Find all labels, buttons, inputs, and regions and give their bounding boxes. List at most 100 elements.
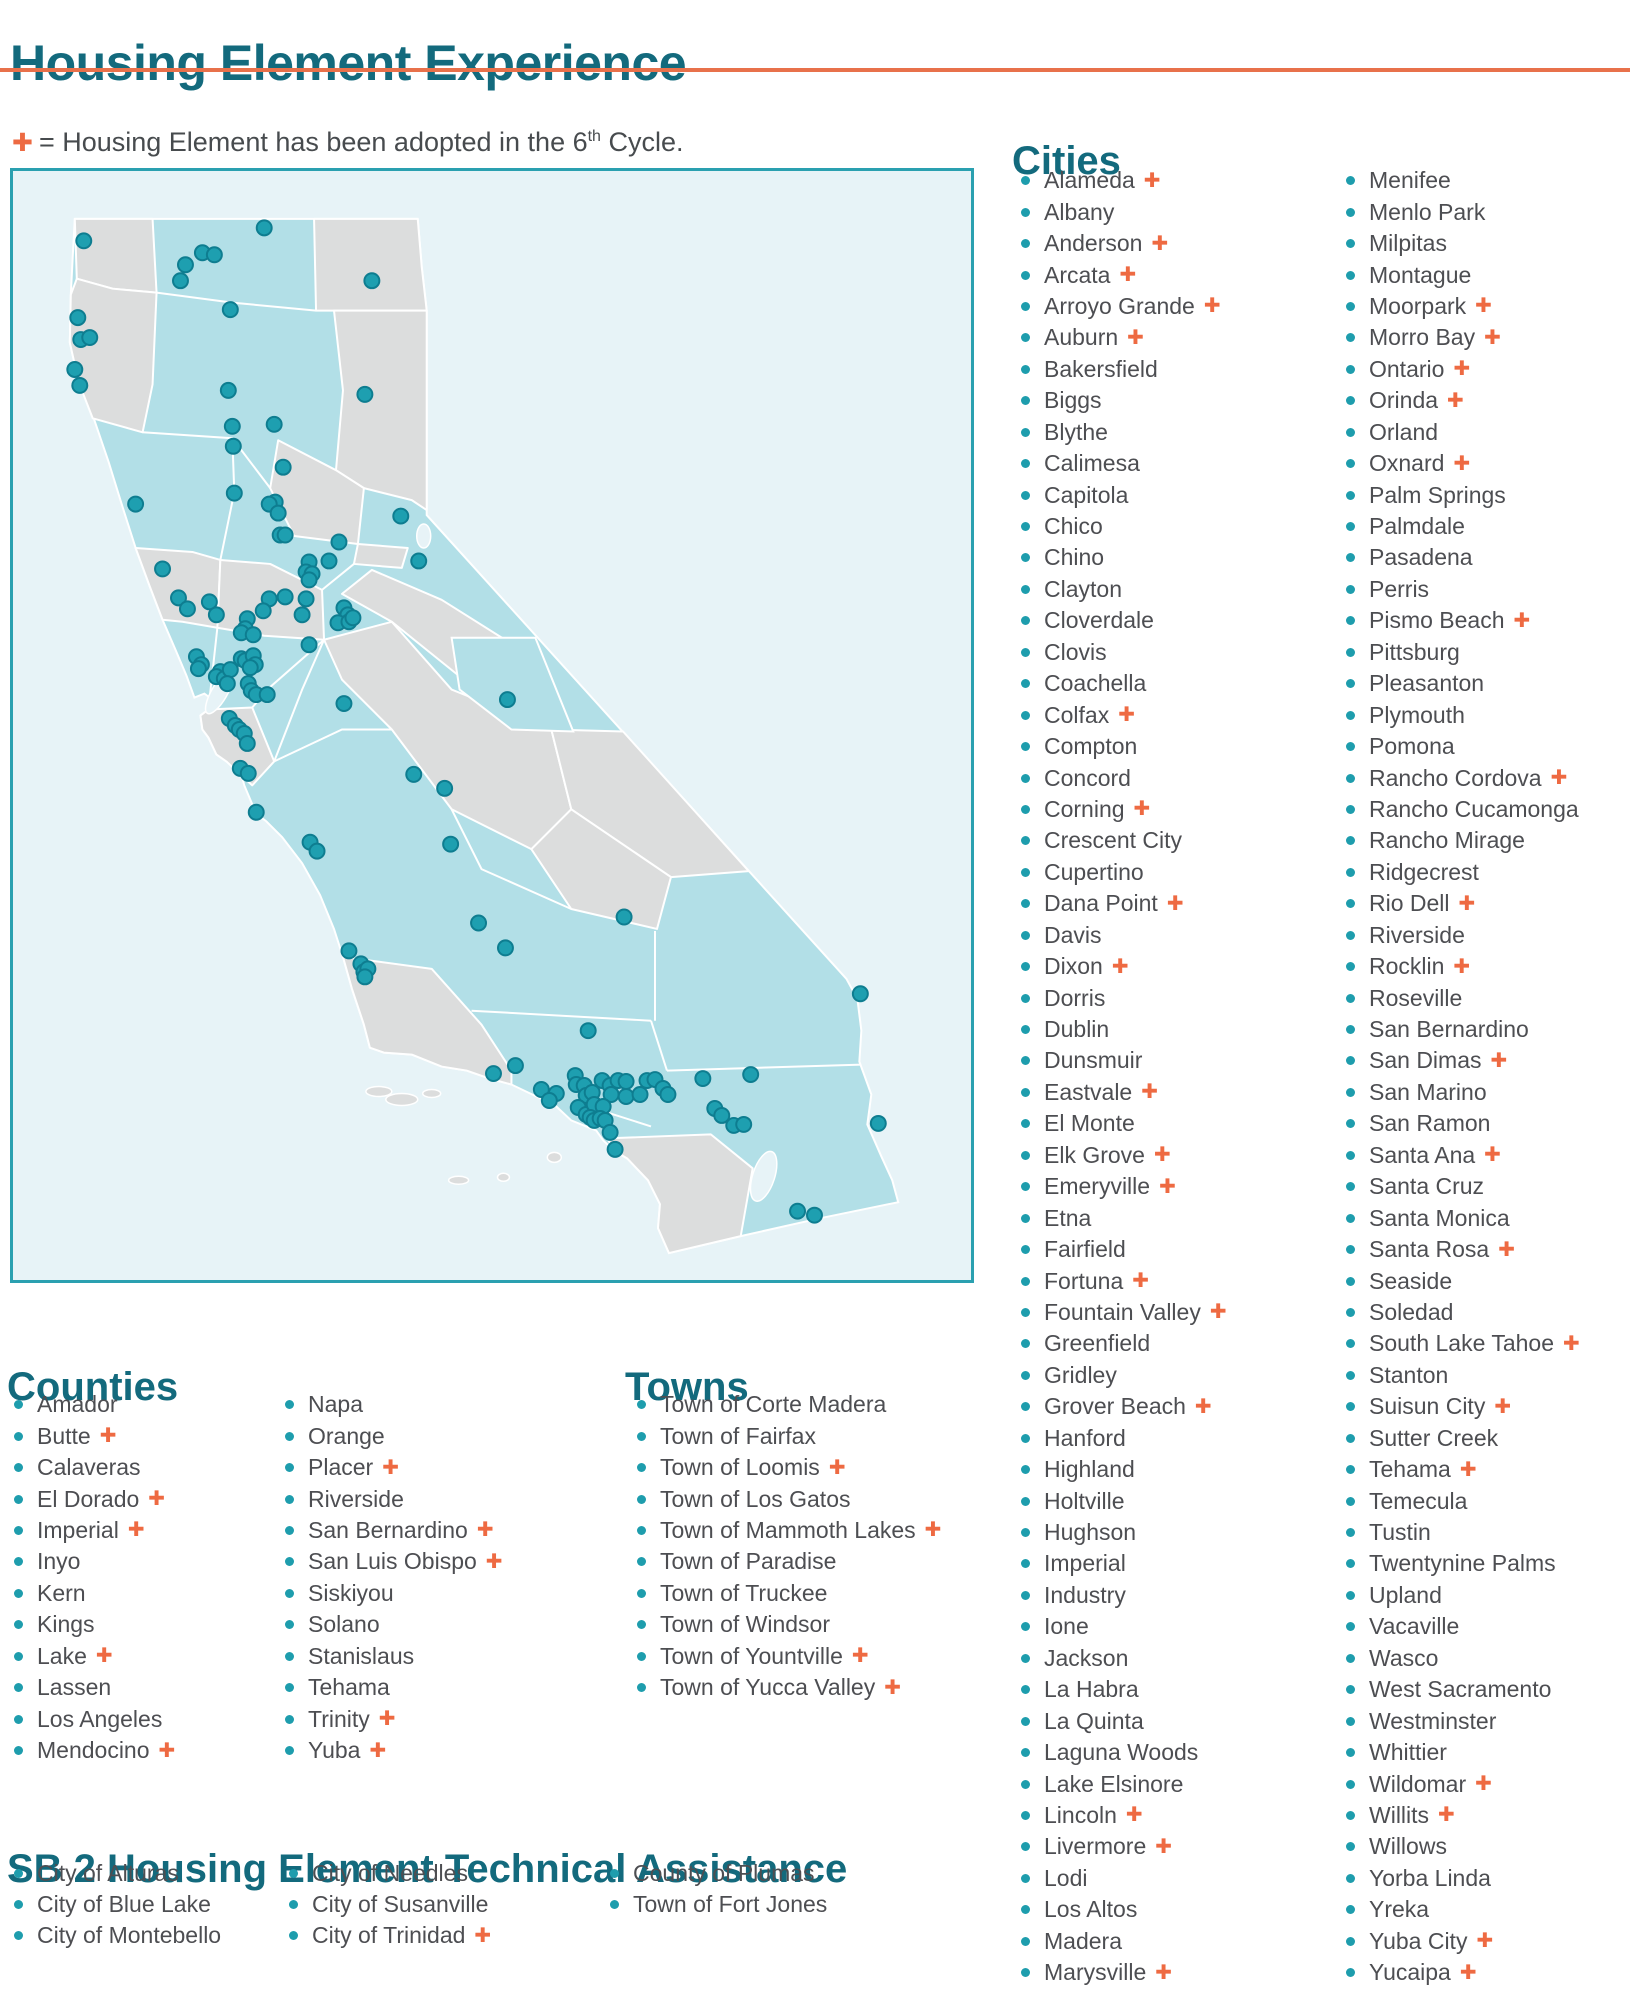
california-map-svg <box>66 217 900 1255</box>
adopted-plus-icon: ✚ <box>1203 295 1221 318</box>
list-item-label: Twentynine Palms <box>1369 1550 1556 1577</box>
city-dot <box>244 626 262 644</box>
list-item: Willits ✚ <box>1346 1800 1580 1831</box>
bullet-icon <box>1346 742 1355 752</box>
city-dot <box>258 686 276 704</box>
bullet-icon <box>1346 522 1355 532</box>
list-item: Clovis <box>1021 637 1227 668</box>
list-item: Moorpark ✚ <box>1346 291 1580 322</box>
list-item-label: Ontario <box>1369 355 1445 382</box>
list-item-label: Yucaipa <box>1369 1959 1451 1986</box>
list-item: County of Plumas <box>610 1858 827 1889</box>
list-item-label: Wildomar <box>1369 1770 1467 1797</box>
list-item: Pleasanton <box>1346 668 1580 699</box>
bullet-icon <box>1021 962 1030 972</box>
list-item-label: Crescent City <box>1044 827 1183 854</box>
bullet-icon <box>14 1714 23 1724</box>
list-item-label: Whittier <box>1369 1739 1447 1766</box>
list-item-label: City of Needles <box>312 1860 468 1886</box>
list-item: Greenfield <box>1021 1328 1227 1359</box>
bullet-icon <box>1346 1905 1355 1915</box>
list-item-label: Willits <box>1369 1801 1430 1828</box>
list-item: Lake ✚ <box>14 1641 175 1672</box>
list-item-label: Lodi <box>1044 1864 1088 1891</box>
city-dot <box>442 835 460 853</box>
list-item: Arroyo Grande ✚ <box>1021 291 1227 322</box>
list-item-label: Cloverdale <box>1044 607 1154 634</box>
adopted-plus-icon: ✚ <box>1153 1144 1171 1167</box>
list-item: Kings <box>14 1609 175 1640</box>
bullet-icon <box>1346 1653 1355 1663</box>
adopted-plus-icon: ✚ <box>1155 1961 1172 1984</box>
list-item: Wasco <box>1346 1643 1580 1674</box>
bullet-icon <box>289 1931 298 1940</box>
bullet-icon <box>1021 1025 1030 1035</box>
list-item-label: Cupertino <box>1044 858 1144 885</box>
sb2-heading: SB 2 Housing Element Technical Assistanc… <box>7 1847 848 1892</box>
list-item-label: Town of Windsor <box>660 1611 831 1638</box>
list-item: Imperial ✚ <box>14 1515 175 1546</box>
list-item: Fountain Valley ✚ <box>1021 1297 1227 1328</box>
list-item-label: Pleasanton <box>1369 670 1485 697</box>
bullet-icon <box>1346 710 1355 720</box>
list-item: City of Trinidad ✚ <box>289 1920 491 1951</box>
list-item-label: Rocklin <box>1369 953 1445 980</box>
list-item-label: El Dorado <box>37 1485 140 1512</box>
bullet-icon <box>610 1869 619 1878</box>
city-dot <box>735 1115 753 1133</box>
adopted-plus-icon: ✚ <box>1118 704 1135 727</box>
bullet-icon <box>1346 1245 1355 1255</box>
adopted-plus-icon: ✚ <box>1453 358 1471 381</box>
bullet-icon <box>289 1869 298 1878</box>
bullet-icon <box>1346 176 1355 186</box>
list-item-label: Rio Dell <box>1369 890 1450 917</box>
list-item: Oxnard ✚ <box>1346 448 1580 479</box>
list-item: Rancho Cordova ✚ <box>1346 762 1580 793</box>
list-item: Dixon ✚ <box>1021 951 1227 982</box>
list-item-label: San Ramon <box>1369 1110 1491 1137</box>
list-item-label: San Bernardino <box>308 1516 468 1543</box>
list-item: Placer ✚ <box>285 1452 503 1483</box>
list-item: Ontario ✚ <box>1346 354 1580 385</box>
list-item: Lake Elsinore <box>1021 1768 1227 1799</box>
list-item-label: Sutter Creek <box>1369 1424 1499 1451</box>
bullet-icon <box>1021 490 1030 500</box>
list-item: Livermore ✚ <box>1021 1831 1227 1862</box>
list-item-label: Etna <box>1044 1204 1092 1231</box>
list-item: West Sacramento <box>1346 1674 1580 1705</box>
list-item: Pismo Beach ✚ <box>1346 605 1580 636</box>
list-item: Crescent City <box>1021 825 1227 856</box>
bullet-icon <box>285 1525 294 1535</box>
list-item-label: Arcata <box>1044 261 1111 288</box>
bullet-icon <box>14 1869 23 1878</box>
city-dot <box>176 256 194 274</box>
list-item: Yreka <box>1346 1894 1580 1925</box>
list-item-label: Coachella <box>1044 670 1147 697</box>
list-item-label: Clovis <box>1044 638 1107 665</box>
list-item-label: Santa Ana <box>1369 1141 1476 1168</box>
list-item-label: San Luis Obispo <box>308 1548 477 1575</box>
list-item: Hughson <box>1021 1517 1227 1548</box>
list-item-label: Albany <box>1044 198 1115 225</box>
list-item-label: Yuba <box>308 1737 361 1764</box>
bullet-icon <box>14 1431 23 1441</box>
list-item-label: Los Angeles <box>37 1705 163 1732</box>
bullet-icon <box>1021 333 1030 343</box>
bullet-icon <box>637 1588 646 1598</box>
bullet-icon <box>1346 1276 1355 1286</box>
list-item: Sutter Creek <box>1346 1423 1580 1454</box>
list-item: Town of Mammoth Lakes ✚ <box>637 1515 941 1546</box>
list-item-label: Dunsmuir <box>1044 1047 1143 1074</box>
bullet-icon <box>1021 1370 1030 1380</box>
bullet-icon <box>1346 1182 1355 1192</box>
legend-sup: th <box>587 128 601 145</box>
list-item: Concord <box>1021 762 1227 793</box>
bullet-icon <box>1346 1936 1355 1946</box>
bullet-icon <box>1346 333 1355 343</box>
list-item-label: Orinda <box>1369 387 1439 414</box>
bullet-icon <box>1346 1056 1355 1066</box>
bullet-icon <box>1021 1528 1030 1538</box>
city-dot <box>694 1070 712 1088</box>
bullet-icon <box>1346 616 1355 626</box>
